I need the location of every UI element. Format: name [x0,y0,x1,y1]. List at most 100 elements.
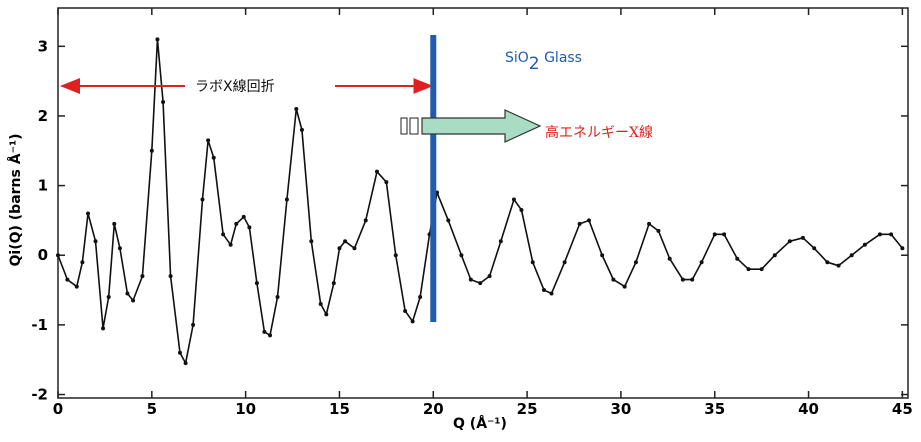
x-axis-label: Q (Å⁻¹) [453,415,507,432]
data-point [468,277,473,282]
data-point [324,312,329,317]
data-point [446,218,451,223]
data-point [177,350,182,355]
lab-label-bg [185,74,335,98]
data-point [131,298,136,303]
green-arrow [400,109,542,143]
y-tick-label: 1 [38,177,48,195]
data-point [530,260,535,265]
y-tick-label: -1 [31,316,48,334]
data-point [200,197,205,202]
data-point [374,169,379,174]
data-point [633,260,638,265]
data-line [57,38,903,364]
data-point [587,218,592,223]
data-point [318,301,323,306]
data-point [161,100,166,105]
data-point [487,274,492,279]
data-point [74,284,79,289]
data-point [183,361,188,366]
data-point [418,295,423,300]
data-point [56,253,60,258]
data-point [519,207,524,212]
x-tick-label: 5 [147,400,157,418]
data-point [262,329,267,334]
data-point [268,333,273,338]
x-tick-label: 30 [610,400,631,418]
y-tick-label: 3 [38,37,48,55]
data-point [86,211,91,216]
data-point [384,180,389,185]
data-point [112,221,117,226]
data-point [228,242,233,247]
data-point [622,284,627,289]
data-point [403,308,408,313]
data-point [206,138,211,143]
data-point [65,277,70,282]
y-tick-label: -2 [31,386,48,404]
x-tick-label: 20 [423,400,444,418]
data-point [699,260,704,265]
data-point [680,277,685,282]
data-point [862,242,867,247]
data-point [600,253,605,258]
data-point [80,260,85,265]
data-point [877,232,882,237]
data-point [343,239,348,244]
data-point [284,197,289,202]
data-point [211,155,216,160]
x-tick-label: 10 [235,400,256,418]
data-point [746,267,751,272]
data-point [900,246,905,251]
data-point [393,253,398,258]
data-point [562,260,567,265]
data-point [101,326,106,331]
data-point [337,246,342,251]
data-point [541,288,546,293]
data-point [656,228,661,233]
data-point [106,295,111,300]
x-tick-label: 0 [53,400,63,418]
data-point [577,221,582,226]
data-point [812,246,817,251]
data-point [331,281,336,286]
data-point [735,256,740,261]
data-point [168,274,173,279]
data-point [787,239,792,244]
data-point [772,253,777,258]
data-point [498,239,503,244]
data-point [191,322,196,327]
data-point [363,218,368,223]
lab-label: ラボX線回折 [195,79,275,95]
data-point [93,239,98,244]
data-point [309,239,314,244]
x-tick-label: 15 [329,400,350,418]
data-point [759,267,764,272]
data-point [849,253,854,258]
data-point [712,232,717,237]
data-point [352,246,357,251]
high-energy-label: 高エネルギーX線 [545,124,653,141]
data-point [247,225,252,230]
data-point [459,253,464,258]
data-point [125,291,130,296]
data-point [234,221,239,226]
data-point [549,291,554,296]
data-point [117,246,122,251]
data-point [241,214,246,219]
glass-label: SiO2 Glass [505,50,582,74]
y-tick-label: 2 [38,107,48,125]
data-point [140,274,145,279]
data-point [294,106,299,111]
x-tick-label: 25 [517,400,538,418]
data-point [800,235,805,240]
data-point [149,148,154,153]
x-tick-label: 35 [704,400,725,418]
data-point [889,232,894,237]
data-point [825,260,830,265]
data-point [611,277,616,282]
data-point [722,232,727,237]
data-point [647,221,652,226]
y-tick-label: 0 [38,246,48,264]
